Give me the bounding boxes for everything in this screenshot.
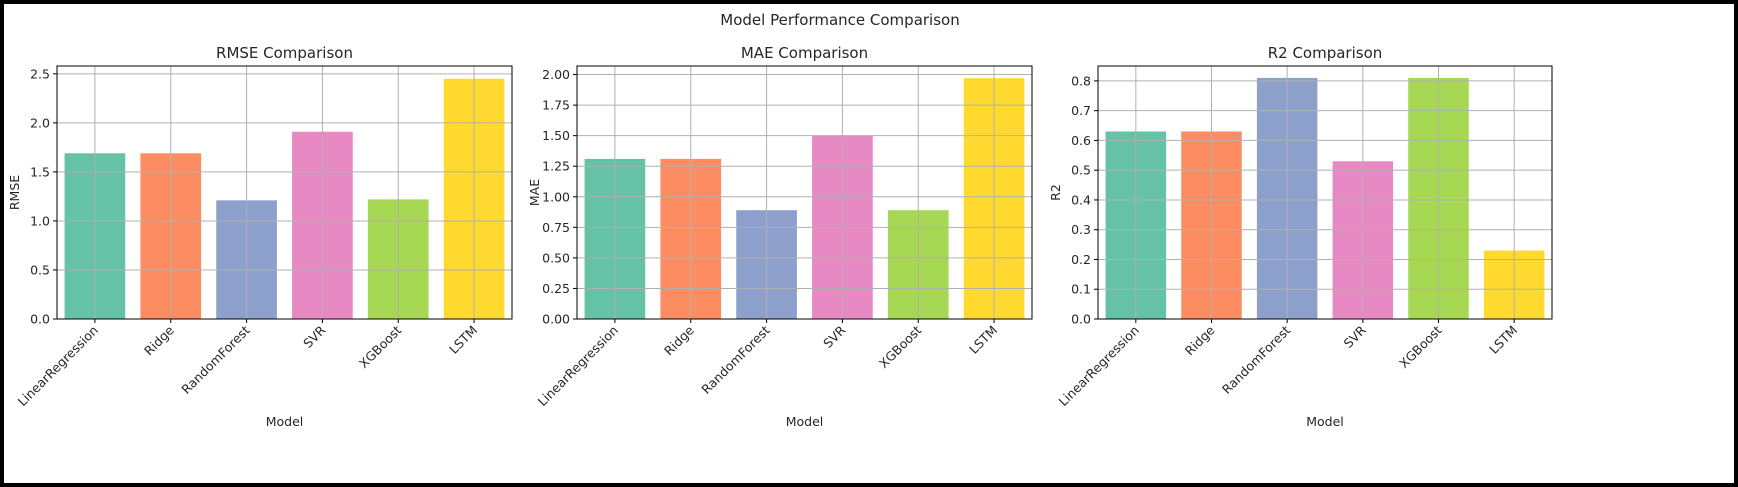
y-tick-label: 1.75 <box>542 98 570 113</box>
figure-frame: Model Performance Comparison RMSE Compar… <box>4 4 1734 483</box>
chart-panel-1: RMSE Comparison 0.0 0.5 1.0 1.5 2.0 2.5 LinearR… <box>7 44 513 429</box>
y-tick-label: 0.75 <box>542 220 570 235</box>
x-tick-label: RandomForest <box>698 322 772 396</box>
chart-panel-2: MAE Comparison 0.00 0.25 0.50 0.75 1.00 1.25 1.… <box>527 44 1033 429</box>
chart-title: RMSE Comparison <box>216 44 353 62</box>
x-tick-label: LSTM <box>966 323 1000 357</box>
x-tick-label: LinearRegression <box>535 323 621 409</box>
x-tick-label: XGBoost <box>876 322 925 371</box>
y-tick-label: 0.3 <box>1071 222 1091 237</box>
y-tick-label: 0.1 <box>1071 282 1091 297</box>
figure-title: Model Performance Comparison <box>720 11 959 29</box>
x-tick-label: XGBoost <box>356 322 405 371</box>
x-tick-label: LinearRegression <box>1056 323 1142 409</box>
y-tick-label: 0.6 <box>1071 133 1091 148</box>
x-tick-label: XGBoost <box>1396 322 1445 371</box>
y-tick-label: 0.4 <box>1071 192 1091 207</box>
chart-panel-3: R2 Comparison 0.0 0.1 0.2 0.3 0.4 0.5 0.6 0.7 0.8… <box>1048 44 1553 429</box>
y-tick-label: 1.25 <box>542 159 570 174</box>
y-axis-label: RMSE <box>7 175 22 210</box>
x-tick-label: Ridge <box>141 322 177 358</box>
y-tick-label: 2.0 <box>30 115 50 130</box>
x-tick-label: SVR <box>820 322 849 351</box>
y-tick-label: 0.2 <box>1071 252 1091 267</box>
figure-canvas: Model Performance Comparison RMSE Compar… <box>7 11 1553 429</box>
x-tick-label: RandomForest <box>1219 322 1293 396</box>
y-tick-label: 0.25 <box>542 281 570 296</box>
x-axis-label: Model <box>266 414 304 429</box>
y-tick-label: 0.50 <box>542 250 570 265</box>
x-tick-label: Ridge <box>661 322 697 358</box>
y-tick-label: 1.50 <box>542 128 570 143</box>
y-tick-label: 0.8 <box>1071 73 1091 88</box>
y-tick-label: 2.5 <box>30 66 50 81</box>
y-tick-label: 1.0 <box>30 213 50 228</box>
x-axis-label: Model <box>1306 414 1344 429</box>
chart-title: R2 Comparison <box>1268 44 1383 62</box>
x-tick-label: SVR <box>300 322 329 351</box>
y-axis-label: MAE <box>527 179 542 206</box>
plot-frame <box>56 65 513 320</box>
y-tick-label: 0.00 <box>542 312 570 327</box>
y-tick-label: 1.00 <box>542 189 570 204</box>
plot-frame <box>576 65 1033 320</box>
y-tick-label: 0.5 <box>1071 163 1091 178</box>
y-tick-label: 0.0 <box>30 312 50 327</box>
y-axis-label: R2 <box>1048 184 1063 201</box>
plot-frame <box>1097 65 1553 320</box>
x-axis-label: Model <box>786 414 824 429</box>
y-tick-label: 0.0 <box>1071 312 1091 327</box>
y-tick-label: 1.5 <box>30 164 50 179</box>
x-tick-label: LSTM <box>446 323 480 357</box>
x-tick-label: SVR <box>1341 322 1370 351</box>
y-tick-label: 2.00 <box>542 67 570 82</box>
chart-panels: RMSE Comparison 0.0 0.5 1.0 1.5 2.0 2.5 LinearR… <box>7 44 1553 429</box>
y-tick-label: 0.7 <box>1071 103 1091 118</box>
x-tick-label: LSTM <box>1486 323 1520 357</box>
y-tick-label: 0.5 <box>30 262 50 277</box>
x-tick-label: Ridge <box>1182 322 1218 358</box>
chart-title: MAE Comparison <box>741 44 868 62</box>
x-tick-label: RandomForest <box>178 322 252 396</box>
x-tick-label: LinearRegression <box>15 323 101 409</box>
